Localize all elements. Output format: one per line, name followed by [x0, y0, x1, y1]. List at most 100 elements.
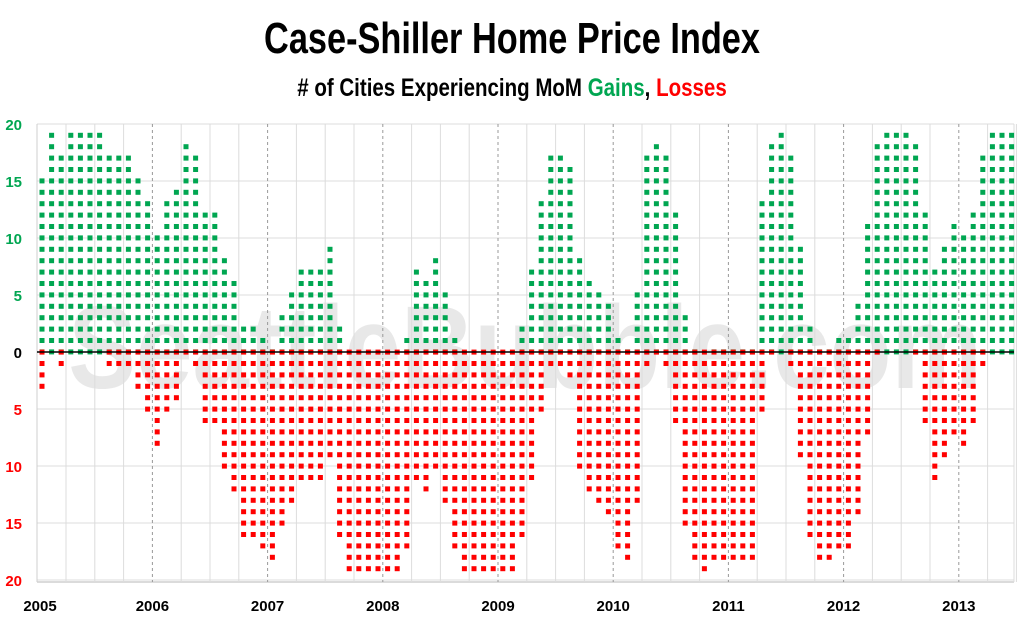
- gain-dot: [183, 315, 189, 321]
- gain-dot: [317, 303, 323, 309]
- loss-dot: [500, 383, 506, 389]
- gain-dot: [970, 212, 976, 218]
- loss-dot: [279, 475, 285, 480]
- gain-dot: [116, 189, 122, 195]
- loss-dot: [749, 475, 755, 480]
- loss-dot: [701, 532, 707, 537]
- gain-dot: [903, 167, 909, 172]
- gain-dot: [663, 246, 669, 252]
- loss-dot: [721, 361, 727, 366]
- gain-dot: [682, 326, 688, 332]
- gain-dot: [778, 292, 784, 298]
- loss-dot: [826, 406, 832, 412]
- gain-dot: [317, 292, 323, 298]
- loss-dot: [855, 395, 861, 401]
- loss-dot: [817, 509, 823, 515]
- loss-dot: [394, 383, 400, 389]
- gain-dot: [999, 144, 1005, 150]
- gain-dot: [241, 338, 247, 343]
- loss-dot: [337, 429, 343, 435]
- loss-dot: [538, 372, 544, 378]
- loss-dot: [721, 543, 727, 549]
- gain-dot: [970, 326, 976, 332]
- gain-dot: [49, 338, 55, 343]
- gain-dot: [951, 326, 957, 332]
- gain-dot: [874, 281, 880, 286]
- loss-dot: [682, 406, 688, 412]
- loss-dot: [701, 497, 707, 503]
- loss-dot: [817, 429, 823, 435]
- loss-dot: [346, 395, 352, 401]
- gain-dot: [193, 201, 199, 207]
- gain-dot: [327, 281, 333, 286]
- loss-dot: [519, 532, 525, 537]
- loss-dot: [577, 418, 583, 423]
- gain-dot: [135, 258, 141, 264]
- gain-dot: [634, 303, 640, 309]
- gain-dot: [49, 258, 55, 264]
- gain-dot: [663, 178, 669, 184]
- loss-dot: [797, 406, 803, 412]
- loss-dot: [423, 361, 429, 366]
- loss-dot: [845, 497, 851, 503]
- loss-dot: [845, 406, 851, 412]
- loss-dot: [356, 475, 362, 480]
- gain-dot: [298, 281, 304, 286]
- loss-dot: [365, 497, 371, 503]
- loss-dot: [797, 418, 803, 423]
- loss-dot: [404, 543, 410, 549]
- loss-dot: [807, 395, 813, 401]
- gain-dot: [193, 155, 199, 161]
- gain-dot: [221, 258, 227, 264]
- loss-dot: [509, 361, 515, 366]
- loss-dot: [289, 406, 295, 412]
- gain-dot: [884, 258, 890, 264]
- gain-dot: [135, 315, 141, 321]
- loss-dot: [711, 520, 717, 526]
- loss-dot: [826, 395, 832, 401]
- loss-dot: [625, 463, 631, 469]
- loss-dot: [596, 383, 602, 389]
- loss-dot: [634, 429, 640, 435]
- loss-dot: [289, 497, 295, 503]
- loss-dot: [951, 418, 957, 423]
- gain-dot: [922, 258, 928, 264]
- gain-dot: [999, 155, 1005, 161]
- loss-dot: [327, 406, 333, 412]
- gain-dot: [49, 269, 55, 275]
- gain-dot: [1009, 178, 1015, 184]
- gain-dot: [778, 132, 784, 138]
- gain-dot: [68, 167, 74, 172]
- gain-dot: [183, 144, 189, 150]
- loss-dot: [260, 429, 266, 435]
- loss-dot: [212, 361, 218, 366]
- loss-dot: [941, 440, 947, 446]
- loss-dot: [337, 395, 343, 401]
- loss-dot: [730, 429, 736, 435]
- gain-dot: [164, 315, 170, 321]
- loss-dot: [413, 463, 419, 469]
- loss-dot: [692, 475, 698, 480]
- loss-dot: [173, 383, 179, 389]
- loss-dot: [385, 383, 391, 389]
- gain-dot: [874, 315, 880, 321]
- loss-dot: [413, 452, 419, 458]
- loss-dot: [692, 395, 698, 401]
- gain-dot: [548, 201, 554, 207]
- gain-dot: [212, 338, 218, 343]
- gain-dot: [193, 178, 199, 184]
- gain-dot: [193, 269, 199, 275]
- loss-dot: [404, 383, 410, 389]
- subtitle-prefix: # of Cities Experiencing MoM: [297, 74, 588, 102]
- loss-dot: [442, 497, 448, 503]
- gain-dot: [788, 189, 794, 195]
- gain-dot: [989, 189, 995, 195]
- loss-dot: [337, 520, 343, 526]
- loss-dot: [682, 509, 688, 515]
- y-tick-label-gains: 10: [5, 231, 22, 248]
- loss-dot: [749, 486, 755, 492]
- gain-dot: [653, 281, 659, 286]
- gain-dot: [663, 235, 669, 241]
- loss-dot: [404, 372, 410, 378]
- loss-dot: [826, 429, 832, 435]
